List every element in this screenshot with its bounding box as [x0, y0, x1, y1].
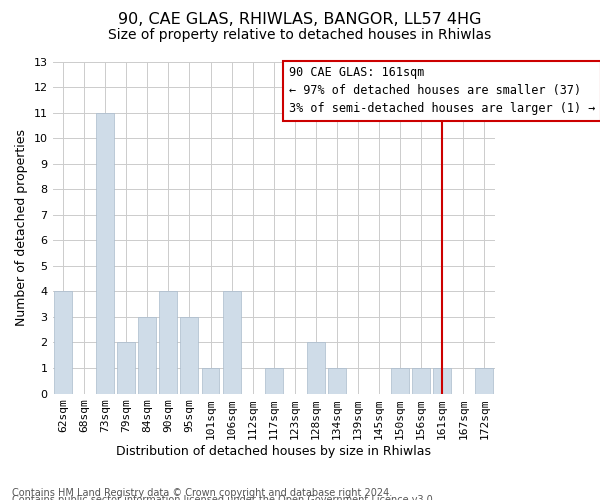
Text: Size of property relative to detached houses in Rhiwlas: Size of property relative to detached ho…	[109, 28, 491, 42]
Bar	[412, 368, 430, 394]
Bar	[54, 292, 72, 394]
Text: 90, CAE GLAS, RHIWLAS, BANGOR, LL57 4HG: 90, CAE GLAS, RHIWLAS, BANGOR, LL57 4HG	[118, 12, 482, 28]
Bar	[96, 112, 114, 394]
Bar	[202, 368, 220, 394]
Bar	[160, 292, 178, 394]
Bar	[181, 317, 199, 394]
Text: 90 CAE GLAS: 161sqm
← 97% of detached houses are smaller (37)
3% of semi-detache: 90 CAE GLAS: 161sqm ← 97% of detached ho…	[289, 66, 596, 116]
X-axis label: Distribution of detached houses by size in Rhiwlas: Distribution of detached houses by size …	[116, 444, 431, 458]
Bar	[307, 342, 325, 394]
Bar	[139, 317, 156, 394]
Bar	[433, 368, 451, 394]
Bar	[223, 292, 241, 394]
Bar	[391, 368, 409, 394]
Bar	[328, 368, 346, 394]
Y-axis label: Number of detached properties: Number of detached properties	[15, 129, 28, 326]
Bar	[475, 368, 493, 394]
Bar	[265, 368, 283, 394]
Bar	[118, 342, 135, 394]
Text: Contains HM Land Registry data © Crown copyright and database right 2024.: Contains HM Land Registry data © Crown c…	[12, 488, 392, 498]
Text: Contains public sector information licensed under the Open Government Licence v3: Contains public sector information licen…	[12, 495, 436, 500]
